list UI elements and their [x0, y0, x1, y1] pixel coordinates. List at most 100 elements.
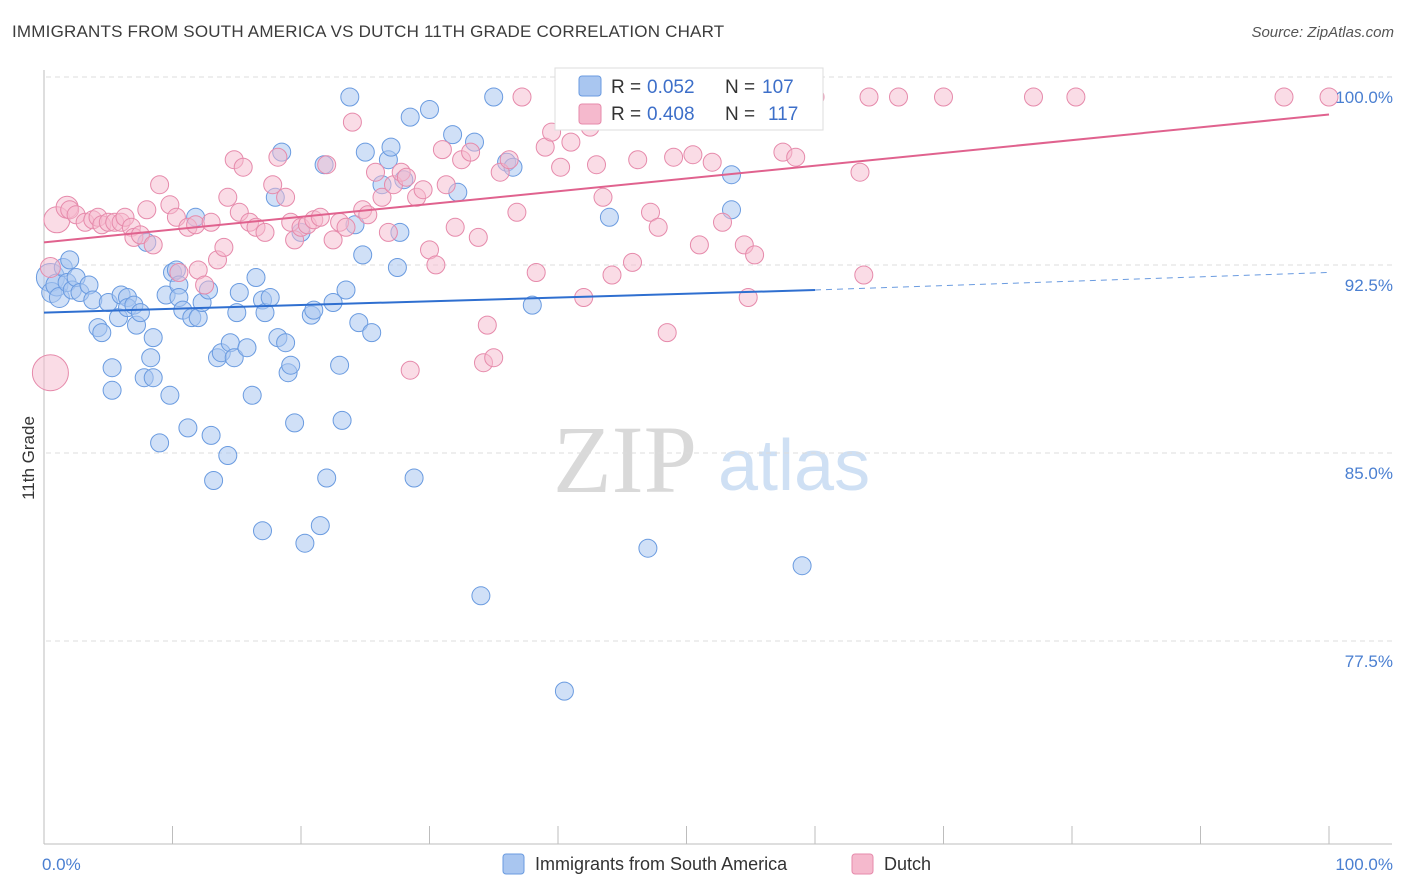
data-point-immigrants-27: [143, 368, 163, 388]
bottom-legend: Immigrants from South America Dutch: [502, 853, 931, 875]
data-point-dutch-98: [702, 152, 722, 172]
axes: [43, 70, 1392, 845]
data-point-immigrants-99: [522, 295, 542, 315]
data-point-dutch-30: [218, 187, 238, 207]
data-point-dutch-17: [137, 200, 157, 220]
data-point-immigrants-76: [336, 280, 356, 300]
y-tick-labels: 100.0% 92.5% 85.0% 77.5%: [1335, 88, 1393, 671]
data-point-dutch-61: [413, 180, 433, 200]
data-point-dutch-24: [186, 215, 206, 235]
data-point-immigrants-28: [143, 328, 163, 348]
data-point-immigrants-92: [443, 125, 463, 145]
data-point-dutch-87: [593, 187, 613, 207]
x-tick-label-min: 0.0%: [42, 855, 81, 874]
data-point-immigrants-53: [242, 385, 262, 405]
data-point-immigrants-65: [285, 413, 305, 433]
data-point-immigrants-64: [281, 355, 301, 375]
data-point-dutch-54: [372, 187, 392, 207]
legend-label-dutch: Dutch: [884, 854, 931, 874]
data-point-dutch-45: [310, 207, 330, 227]
data-point-immigrants-102: [638, 538, 658, 558]
data-point-immigrants-43: [201, 425, 221, 445]
data-point-immigrants-50: [227, 303, 247, 323]
data-point-immigrants-62: [276, 333, 296, 353]
data-point-immigrants-100: [554, 681, 574, 701]
data-point-dutch-50: [342, 112, 362, 132]
data-point-dutch-72: [484, 348, 504, 368]
data-point-immigrants-16: [102, 380, 122, 400]
series-dutch: [31, 87, 1339, 392]
data-point-dutch-55: [378, 222, 398, 242]
data-point-dutch-104: [786, 147, 806, 167]
trend-line-immigrants-extension: [814, 271, 1330, 291]
data-point-immigrants-81: [355, 142, 375, 162]
data-point-dutch-64: [432, 140, 452, 160]
data-point-dutch-88: [602, 265, 622, 285]
data-point-immigrants-95: [471, 586, 491, 606]
data-point-dutch-1: [39, 257, 61, 278]
stats-n-value-blue: 107: [762, 77, 794, 98]
data-point-immigrants-51: [229, 283, 249, 302]
trend-lines: [43, 113, 1330, 314]
data-point-dutch-94: [657, 323, 677, 343]
data-point-dutch-80: [551, 157, 571, 177]
watermark: ZIP atlas: [553, 406, 870, 513]
data-point-immigrants-47: [218, 446, 238, 465]
data-point-dutch-110: [934, 87, 953, 107]
source-note: Source: ZipAtlas.com: [1251, 24, 1394, 41]
stats-r-label-blue: R =: [611, 77, 641, 98]
stats-r-value-blue: 0.052: [647, 77, 695, 98]
data-point-dutch-96: [683, 145, 703, 165]
chart-title: IMMIGRANTS FROM SOUTH AMERICA VS DUTCH 1…: [12, 22, 725, 41]
data-point-dutch-29: [214, 237, 234, 257]
data-point-dutch-74: [499, 150, 519, 170]
data-point-immigrants-86: [387, 258, 407, 277]
data-point-dutch-91: [628, 150, 648, 170]
legend-label-immigrants: Immigrants from South America: [535, 854, 788, 874]
data-point-dutch-33: [233, 157, 253, 177]
x-tick-label-max: 100.0%: [1335, 855, 1393, 874]
stats-swatch-blue: [578, 75, 602, 97]
trend-line-dutch: [43, 113, 1330, 244]
watermark-zip: ZIP: [553, 406, 697, 513]
data-point-dutch-63: [426, 255, 446, 275]
data-point-dutch-86: [587, 155, 606, 175]
data-point-dutch-77: [526, 263, 546, 282]
data-point-dutch-47: [323, 230, 343, 250]
data-point-dutch-38: [268, 147, 288, 167]
stats-n-label-blue: N =: [725, 77, 755, 98]
stats-n-value-pink: 117: [768, 104, 798, 125]
data-point-immigrants-58: [260, 288, 280, 307]
data-point-dutch-59: [400, 360, 420, 380]
data-point-dutch-0: [31, 354, 69, 392]
data-point-immigrants-67: [295, 533, 315, 553]
data-point-dutch-90: [623, 252, 642, 272]
legend-swatch-immigrants: [502, 853, 525, 875]
data-point-dutch-76: [512, 87, 532, 107]
data-point-immigrants-105: [792, 556, 812, 576]
data-point-immigrants-26: [141, 348, 161, 368]
data-point-immigrants-54: [246, 268, 266, 287]
data-point-immigrants-74: [330, 355, 350, 375]
stats-swatch-pink: [578, 103, 602, 125]
data-point-dutch-109: [889, 87, 908, 107]
data-point-immigrants-75: [332, 410, 352, 430]
data-point-immigrants-73: [323, 293, 343, 312]
stats-r-label-pink: R =: [611, 104, 641, 125]
data-point-dutch-93: [648, 217, 668, 237]
data-point-dutch-111: [1024, 87, 1043, 107]
data-point-dutch-46: [317, 155, 337, 175]
data-point-immigrants-79: [349, 313, 369, 333]
data-point-immigrants-70: [310, 516, 330, 536]
data-point-dutch-82: [561, 132, 581, 152]
data-point-dutch-92: [641, 202, 660, 222]
data-point-immigrants-101: [599, 207, 619, 227]
x-tick-labels: 0.0% 100.0%: [42, 855, 1393, 874]
watermark-atlas: atlas: [718, 426, 870, 506]
data-point-dutch-19: [150, 175, 170, 195]
data-point-immigrants-13: [92, 323, 112, 343]
data-point-immigrants-29: [150, 433, 170, 453]
stats-n-label-pink: N =: [725, 104, 755, 125]
data-point-immigrants-31: [160, 385, 180, 405]
legend-swatch-dutch: [851, 853, 874, 875]
